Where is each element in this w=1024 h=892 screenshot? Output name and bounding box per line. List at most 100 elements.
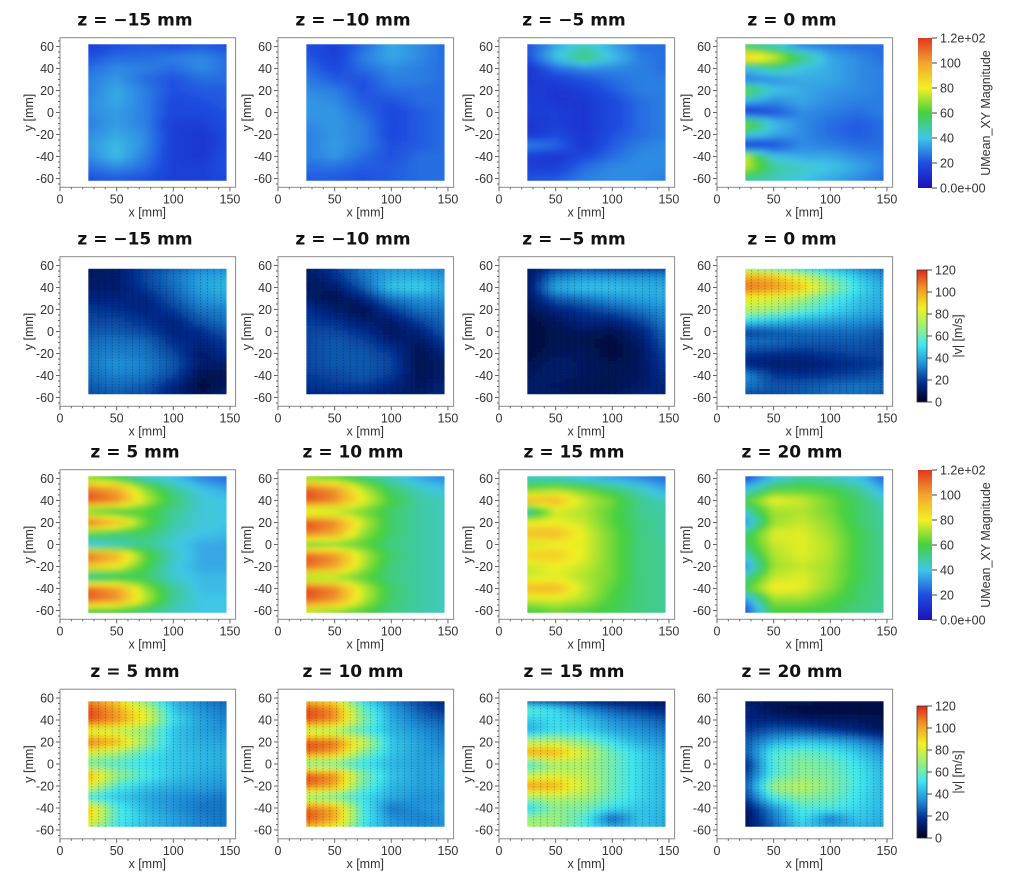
- heatmap-cell: [319, 75, 326, 81]
- heatmap-cell: [219, 57, 225, 63]
- heatmap-cell: [840, 57, 846, 63]
- heatmap-cell: [831, 44, 837, 50]
- heatmap-cell: [406, 79, 412, 85]
- heatmap-cell: [156, 79, 162, 85]
- heatmap-cell: [338, 57, 344, 63]
- heatmap-cell: [129, 79, 135, 85]
- heatmap-cell: [549, 154, 556, 160]
- heatmap-cell: [872, 101, 878, 107]
- heatmap-cell: [387, 141, 394, 147]
- heatmap-cell: [383, 163, 389, 169]
- heatmap-cell: [826, 119, 833, 125]
- heatmap-cell: [540, 70, 547, 76]
- heatmap-cell: [854, 105, 860, 111]
- heatmap-cell: [383, 48, 389, 54]
- heatmap-cell: [387, 119, 394, 125]
- heatmap-cell: [383, 75, 389, 81]
- heatmap-cell: [604, 92, 610, 98]
- heatmap-cell: [347, 66, 353, 72]
- heatmap-cell: [424, 132, 430, 138]
- heatmap-cell: [410, 70, 416, 76]
- heatmap-cell: [124, 48, 130, 54]
- heatmap-cell: [347, 176, 353, 181]
- heatmap-cell: [178, 145, 185, 151]
- heatmap-cell: [406, 171, 412, 177]
- heatmap-cell: [568, 105, 574, 111]
- heatmap-cell: [210, 83, 216, 89]
- heatmap-cell: [822, 114, 828, 120]
- heatmap-cell: [849, 75, 855, 81]
- heatmap-cell: [169, 105, 176, 111]
- heatmap-cell: [351, 105, 357, 111]
- heatmap-cell: [360, 123, 366, 129]
- heatmap-cell: [658, 163, 664, 169]
- heatmap-cell: [328, 171, 335, 177]
- heatmap-cell: [758, 66, 765, 72]
- heatmap-cell: [147, 92, 153, 98]
- heatmap-cell: [424, 101, 430, 107]
- heatmap-cell: [97, 48, 103, 54]
- heatmap-cell: [867, 141, 873, 147]
- heatmap-cell: [392, 127, 398, 133]
- heatmap-cell: [88, 70, 94, 76]
- heatmap-cell: [419, 110, 425, 116]
- heatmap-cell: [138, 136, 144, 142]
- heatmap-cell: [224, 141, 227, 147]
- heatmap-cell: [604, 44, 610, 50]
- heatmap-cell: [590, 61, 596, 67]
- heatmap-cell: [649, 44, 655, 50]
- heatmap-cell: [854, 114, 860, 120]
- heatmap-cell: [808, 110, 814, 116]
- heatmap-cell: [640, 171, 646, 177]
- heatmap-cell: [763, 136, 769, 142]
- heatmap-cell: [781, 114, 787, 120]
- heatmap-cell: [129, 149, 135, 155]
- heatmap-cell: [808, 123, 814, 129]
- heatmap-cell: [599, 114, 605, 120]
- heatmap-cell: [840, 141, 846, 147]
- heatmap-cell: [813, 176, 819, 181]
- heatmap-cell: [129, 105, 135, 111]
- heatmap-cell: [663, 97, 666, 103]
- heatmap-cell: [419, 127, 425, 133]
- heatmap-cell: [428, 145, 434, 151]
- heatmap-cell: [745, 48, 751, 54]
- heatmap-cell: [586, 171, 592, 177]
- heatmap-cell: [110, 110, 117, 116]
- y-tick-label: -20: [475, 128, 493, 142]
- heatmap-cell: [604, 57, 610, 63]
- heatmap-cell: [156, 136, 162, 142]
- heatmap-cell: [219, 176, 225, 181]
- heatmap-cell: [110, 70, 117, 76]
- heatmap-cell: [142, 114, 148, 120]
- heatmap-cell: [872, 66, 878, 72]
- heatmap-cell: [319, 48, 326, 54]
- heatmap-cell: [120, 176, 126, 181]
- heatmap-cell: [536, 136, 542, 142]
- heatmap-cell: [215, 97, 221, 103]
- heatmap-cell: [845, 110, 851, 116]
- heatmap-cell: [433, 123, 439, 129]
- heatmap-cell: [813, 154, 819, 160]
- heatmap-cell: [342, 57, 348, 63]
- heatmap-cell: [822, 101, 828, 107]
- heatmap-cell: [206, 44, 212, 50]
- heatmap-cell: [360, 101, 366, 107]
- heatmap-cell: [437, 83, 443, 89]
- heatmap-cell: [374, 75, 380, 81]
- heatmap-cell: [808, 154, 814, 160]
- heatmap-cell: [563, 136, 569, 142]
- heatmap-cell: [442, 61, 445, 67]
- heatmap-cell: [319, 123, 326, 129]
- heatmap-cell: [342, 167, 348, 173]
- heatmap-cell: [822, 53, 828, 59]
- heatmap-cell: [772, 57, 778, 63]
- heatmap-cell: [568, 92, 574, 98]
- panel-title: z = −5 mm: [522, 11, 625, 31]
- heatmap-cell: [554, 66, 560, 72]
- heatmap-cell: [658, 171, 664, 177]
- heatmap-cell: [383, 101, 389, 107]
- heatmap-cell: [654, 105, 660, 111]
- heatmap-cell: [115, 136, 121, 142]
- heatmap-cell: [613, 92, 619, 98]
